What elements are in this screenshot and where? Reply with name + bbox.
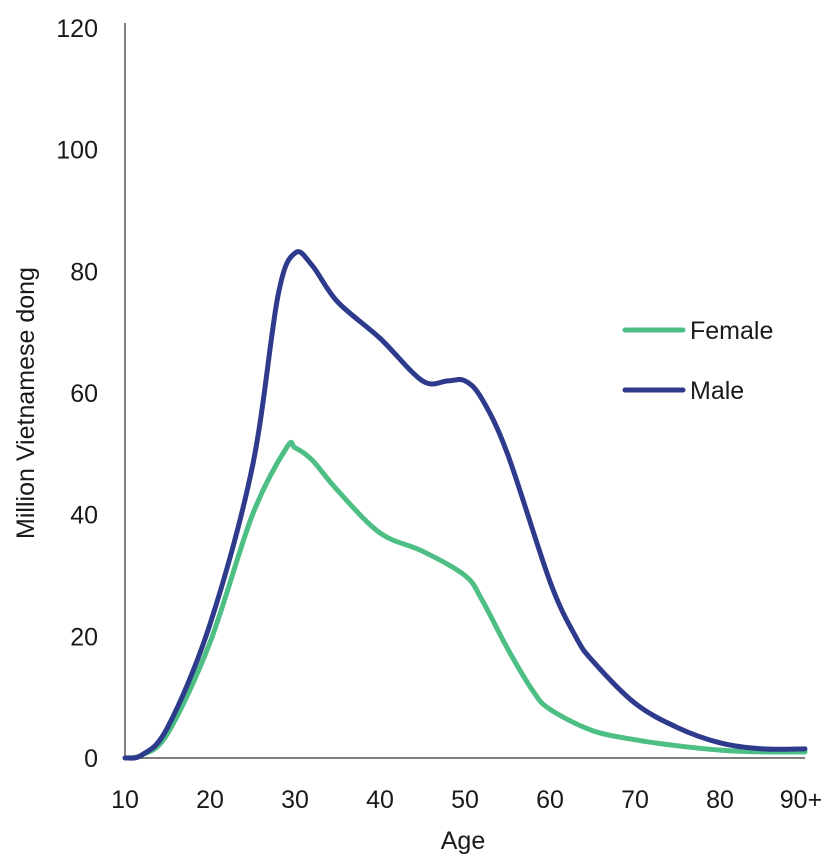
- y-tick-label: 80: [70, 258, 98, 286]
- y-tick-label: 100: [56, 137, 98, 165]
- y-tick-label: 20: [70, 623, 98, 651]
- x-tick-label: 30: [281, 786, 309, 814]
- y-axis-title: Million Vietnamese dong: [12, 267, 40, 539]
- x-tick-label: 90+: [780, 786, 822, 814]
- legend-label-female: Female: [690, 317, 773, 345]
- x-tick-label: 40: [366, 786, 394, 814]
- y-tick-label: 60: [70, 380, 98, 408]
- legend: Female Male: [625, 317, 773, 405]
- x-tick-label: 10: [111, 786, 139, 814]
- x-axis-title: Age: [441, 827, 485, 855]
- x-tick-label: 20: [196, 786, 224, 814]
- y-tick-label: 40: [70, 502, 98, 530]
- x-tick-label: 80: [706, 786, 734, 814]
- axes: 0 20 40 60 80 100 120 10 20 30 40 50 60 70 80 90+: [56, 15, 822, 814]
- x-tick-label: 70: [621, 786, 649, 814]
- x-tick-label: 50: [451, 786, 479, 814]
- y-tick-label: 0: [84, 745, 98, 773]
- series-line-female: [125, 442, 805, 758]
- x-tick-label: 60: [536, 786, 564, 814]
- y-tick-label: 120: [56, 15, 98, 43]
- legend-label-male: Male: [690, 377, 744, 405]
